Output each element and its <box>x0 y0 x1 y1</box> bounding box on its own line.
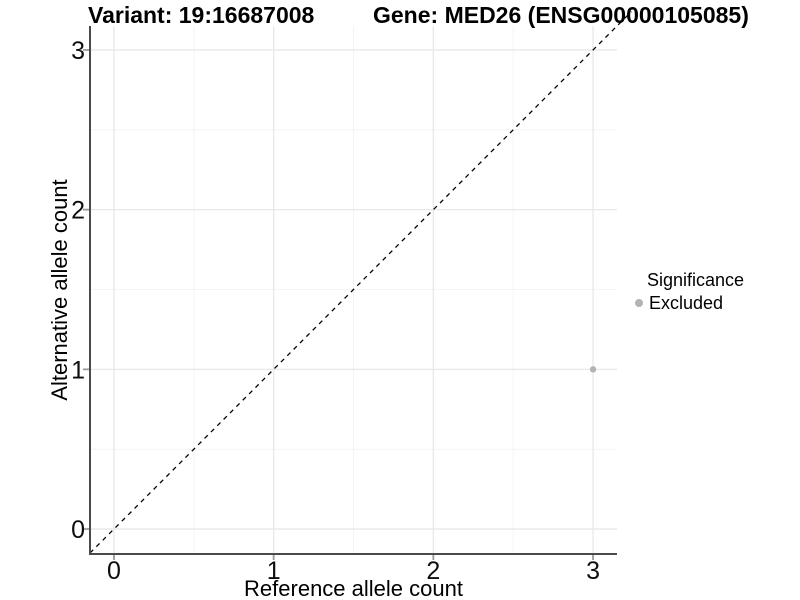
svg-text:1: 1 <box>267 557 281 585</box>
legend-point-icon <box>635 299 643 307</box>
variant-title: Variant: 19:16687008 <box>88 2 315 28</box>
y-axis-title: Alternative allele count <box>47 179 72 401</box>
svg-text:2: 2 <box>71 197 85 225</box>
legend-item-label: Excluded <box>649 292 724 313</box>
svg-text:3: 3 <box>586 557 600 585</box>
svg-text:0: 0 <box>71 516 85 544</box>
gene-title: Gene: MED26 (ENSG00000105085) <box>373 2 749 28</box>
svg-text:2: 2 <box>426 557 440 585</box>
legend-item-excluded: Excluded <box>632 292 744 314</box>
legend-title: Significance <box>647 270 745 290</box>
x-axis-title: Reference allele count <box>244 576 463 600</box>
svg-text:0: 0 <box>107 557 121 585</box>
svg-text:3: 3 <box>71 37 85 65</box>
svg-text:1: 1 <box>71 356 85 384</box>
legend: Significance Excluded <box>632 269 744 314</box>
data-point <box>589 366 597 373</box>
